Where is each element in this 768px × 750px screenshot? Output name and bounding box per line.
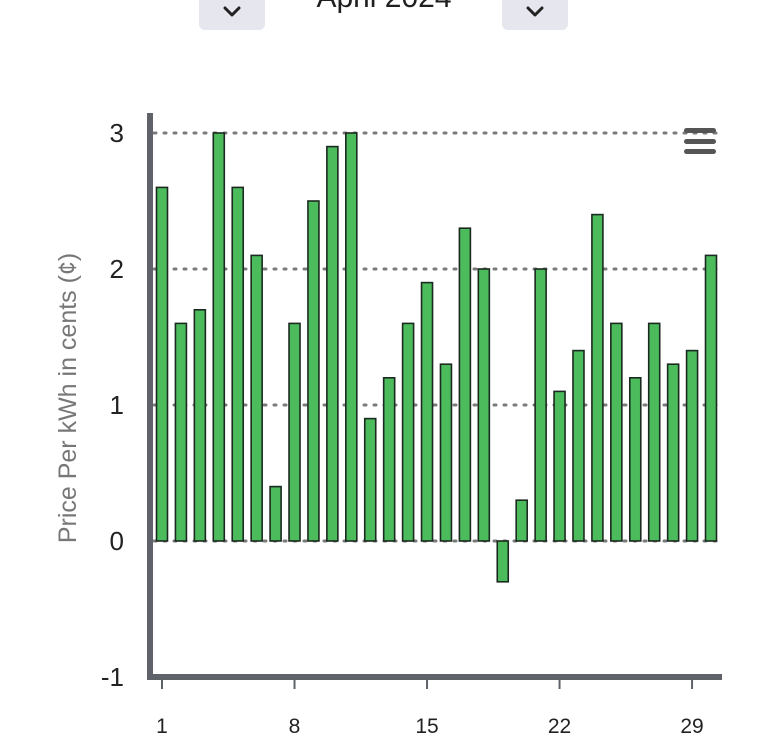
bar-day-9 [307, 200, 320, 542]
month-title: April 2024 [270, 0, 498, 18]
bar-day-28 [666, 363, 680, 542]
prev-month-button[interactable] [199, 0, 265, 30]
menu-line [684, 149, 716, 154]
y-tick-label: 0 [110, 526, 124, 556]
next-month-button[interactable] [502, 0, 568, 30]
bar-day-1 [155, 186, 169, 542]
y-axis-title: Price Per kWh in cents (¢) [54, 253, 82, 543]
bar-day-3 [193, 308, 207, 542]
bar-day-5 [231, 186, 245, 542]
bar-day-21 [534, 268, 547, 542]
bar-day-19 [496, 540, 510, 583]
bar-day-27 [647, 322, 661, 542]
bar-day-13 [382, 376, 396, 542]
y-tick-label: 1 [110, 390, 124, 420]
bar-day-10 [326, 145, 339, 542]
bar-day-17 [458, 227, 472, 542]
chevron-down-icon [526, 6, 544, 17]
x-tick-label: 29 [680, 715, 703, 738]
bar-day-2 [174, 322, 188, 542]
bar-day-26 [628, 376, 642, 542]
bar-day-14 [401, 322, 415, 542]
x-tick-label: 15 [415, 715, 438, 738]
bar-day-30 [704, 254, 718, 542]
chart-menu-button[interactable] [682, 126, 718, 156]
menu-line [684, 138, 716, 144]
bar-day-24 [591, 213, 604, 542]
bar-day-29 [685, 349, 699, 542]
y-tick-label: 2 [110, 254, 124, 284]
bar-day-18 [477, 268, 491, 542]
x-tick-label: 8 [289, 715, 301, 738]
bar-day-25 [610, 322, 623, 542]
bar-day-4 [212, 132, 226, 542]
x-tick-label: 22 [548, 715, 571, 738]
bar-day-22 [553, 390, 566, 542]
bar-day-7 [269, 485, 282, 542]
chevron-down-icon [223, 6, 241, 17]
hamburger-menu-icon [684, 128, 716, 133]
bar-day-8 [288, 322, 301, 542]
y-tick-label: -1 [101, 662, 124, 692]
bar-day-6 [250, 254, 263, 542]
bar-day-15 [420, 281, 434, 542]
bar-day-12 [363, 417, 377, 542]
x-tick-label: 1 [156, 715, 168, 738]
y-tick-label: 3 [110, 118, 124, 148]
bar-day-23 [572, 349, 585, 542]
bar-day-16 [439, 363, 453, 542]
bar-day-20 [515, 499, 528, 542]
bar-day-11 [345, 132, 358, 542]
